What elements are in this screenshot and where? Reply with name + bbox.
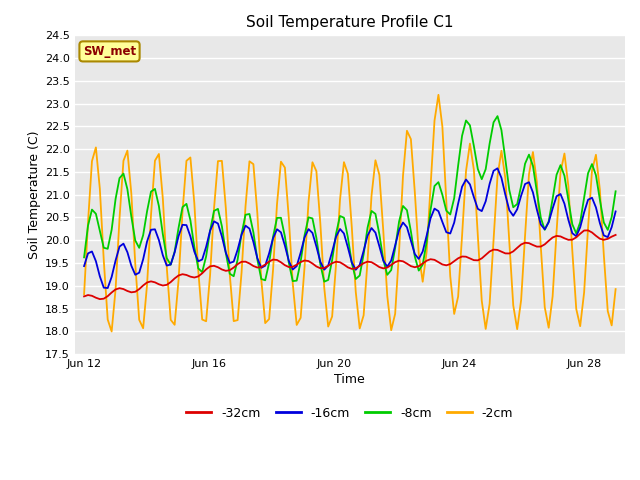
Y-axis label: Soil Temperature (C): Soil Temperature (C) [28, 131, 41, 259]
X-axis label: Time: Time [335, 373, 365, 386]
Legend: -32cm, -16cm, -8cm, -2cm: -32cm, -16cm, -8cm, -2cm [181, 402, 518, 425]
Title: Soil Temperature Profile C1: Soil Temperature Profile C1 [246, 15, 454, 30]
Text: SW_met: SW_met [83, 45, 136, 58]
